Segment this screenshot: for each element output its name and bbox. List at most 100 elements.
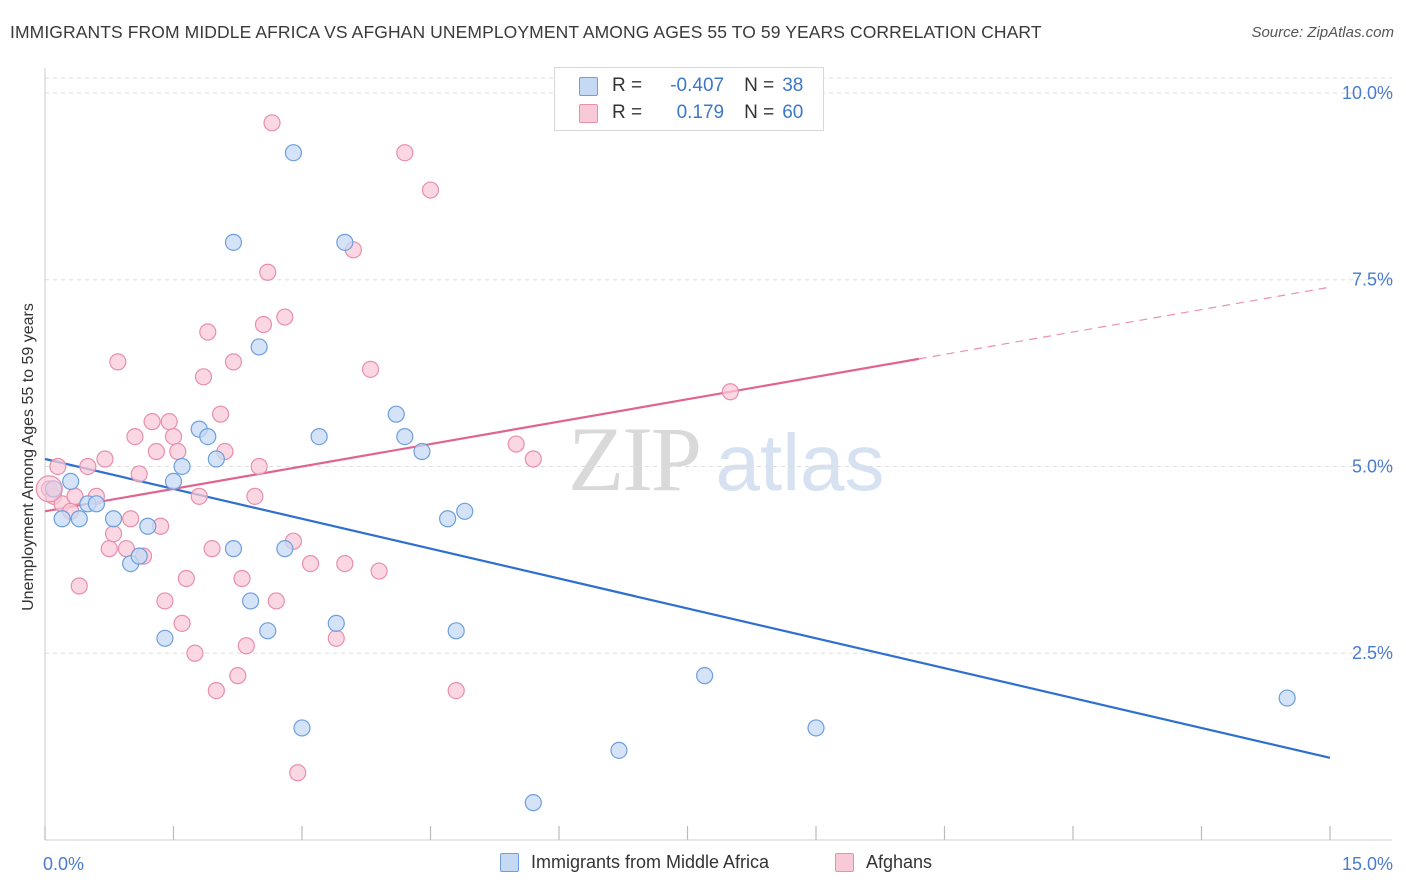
middle-africa-point — [387, 405, 405, 423]
middle-africa-point — [224, 540, 243, 558]
afghans-point — [421, 181, 440, 199]
legend-swatch-blue — [579, 76, 598, 96]
afghans-point — [104, 525, 123, 543]
middle-africa-point — [696, 667, 714, 685]
afghans-point — [79, 457, 97, 476]
afghans-point — [126, 427, 144, 446]
middle-africa-point — [1278, 689, 1296, 707]
afghans-point — [237, 637, 255, 655]
y-tick-label: 7.5% — [1352, 270, 1393, 290]
middle-africa-point — [62, 472, 80, 491]
afghans-point — [267, 592, 285, 610]
middle-africa-point — [456, 502, 474, 520]
afghans-point — [49, 457, 67, 476]
middle-africa-point — [447, 622, 465, 640]
afghans-point — [254, 315, 273, 334]
middle-africa-point — [413, 442, 431, 461]
afghans-point — [250, 457, 268, 476]
x-tick-label-max: 15.0% — [1342, 854, 1393, 874]
afghans-point — [186, 644, 204, 662]
middle-africa-point — [87, 495, 106, 513]
middle-africa-point — [70, 510, 88, 528]
middle-africa-point — [139, 517, 157, 535]
middle-africa-point — [104, 510, 123, 528]
afghans-point — [207, 681, 225, 700]
middle-africa-point — [396, 427, 414, 446]
legend-swatch-pink — [835, 853, 854, 872]
afghans-point — [263, 114, 281, 132]
middle-africa-point — [156, 629, 174, 647]
afghans-point — [130, 465, 148, 483]
afghans-point — [276, 308, 294, 326]
n-label: N = — [744, 75, 775, 96]
watermark-zip: ZIP — [568, 408, 700, 510]
afghans-point — [199, 323, 217, 341]
middle-africa-point — [53, 510, 71, 528]
middle-africa-point — [224, 233, 243, 251]
afghans-point — [289, 764, 307, 782]
watermark-atlas: atlas — [716, 418, 885, 507]
chart-title: IMMIGRANTS FROM MIDDLE AFRICA VS AFGHAN … — [10, 22, 1042, 42]
middle-africa-point — [164, 472, 183, 491]
afghans-point — [233, 569, 251, 588]
afghans-point — [160, 413, 178, 431]
afghans-point — [370, 562, 388, 580]
afghans-point — [100, 540, 118, 558]
middle-africa-point — [336, 233, 354, 251]
middle-africa-point — [807, 719, 825, 737]
afghans-point — [361, 360, 380, 378]
legend-item-afghans[interactable]: Afghans — [835, 852, 932, 873]
r-value: -0.407 — [670, 75, 725, 96]
afghans-point — [301, 554, 320, 573]
middle-africa-point — [259, 622, 277, 640]
n-value: 60 — [782, 102, 804, 123]
correlation-legend: R = -0.407 N = 38 R = 0.179 N = 60 — [554, 67, 824, 131]
middle-africa-point — [284, 144, 303, 162]
middle-africa-point — [130, 547, 148, 565]
legend-row-middle-africa: R = -0.407 N = 38 — [579, 73, 803, 99]
afghans-trend-extension — [918, 286, 1331, 360]
afghans-point — [203, 540, 221, 558]
afghans-point — [70, 577, 88, 595]
afghans-point — [229, 667, 247, 685]
middle-africa-trend-line — [44, 457, 1331, 759]
x-tick-label-min: 0.0% — [43, 854, 84, 874]
n-label: N = — [744, 102, 775, 123]
legend-swatch-pink — [579, 103, 598, 123]
middle-africa-point — [610, 741, 628, 759]
afghans-point — [177, 569, 195, 588]
middle-africa-point — [293, 719, 311, 737]
legend-label: Afghans — [866, 852, 933, 872]
middle-africa-point — [207, 450, 225, 468]
afghans-point — [122, 510, 140, 528]
legend-item-middle-africa[interactable]: Immigrants from Middle Africa — [500, 852, 769, 873]
middle-africa-point — [524, 794, 542, 812]
afghans-point — [169, 442, 187, 461]
afghans-point — [327, 629, 345, 647]
afghans-cluster-point — [35, 475, 63, 503]
r-value: 0.179 — [676, 102, 725, 123]
afghans-point — [109, 353, 127, 371]
middle-africa-point — [250, 338, 268, 356]
afghans-point — [147, 442, 165, 461]
middle-africa-point — [276, 540, 294, 558]
afghans-point — [156, 592, 174, 610]
y-tick-label: 10.0% — [1342, 83, 1393, 103]
afghans-point — [507, 435, 525, 453]
afghans-point — [212, 405, 230, 423]
afghans-point — [143, 413, 161, 431]
legend-row-afghans: R = 0.179 N = 60 — [579, 100, 803, 126]
series-legend: Immigrants from Middle Africa Afghans — [0, 852, 1406, 878]
r-label: R = — [612, 102, 643, 123]
afghans-point — [164, 427, 183, 446]
afghans-point — [96, 450, 114, 468]
middle-africa-point — [242, 592, 260, 610]
y-tick-label: 5.0% — [1352, 456, 1393, 476]
r-label: R = — [612, 75, 643, 96]
middle-africa-point — [327, 614, 345, 632]
middle-africa-point — [310, 427, 328, 446]
afghans-point — [396, 144, 414, 162]
y-tick-label: 2.5% — [1352, 643, 1393, 663]
middle-africa-point — [439, 510, 457, 528]
